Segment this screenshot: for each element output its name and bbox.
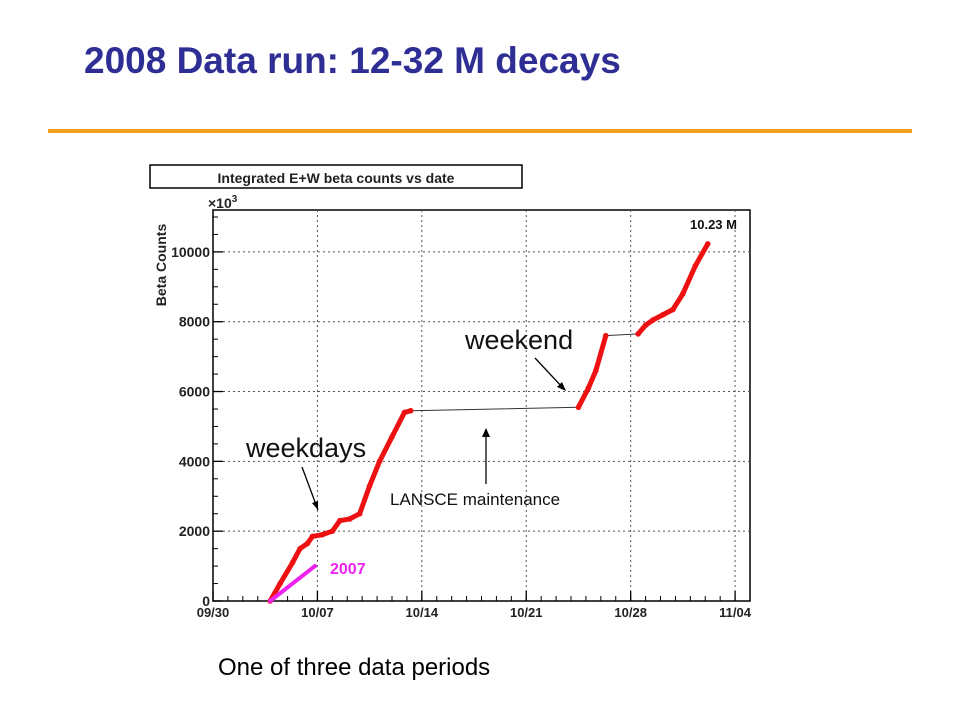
data-point bbox=[650, 317, 656, 323]
count-segment bbox=[680, 263, 698, 297]
y-tick-label: 10000 bbox=[171, 244, 210, 260]
count-segment bbox=[670, 291, 686, 312]
data-point bbox=[704, 241, 711, 247]
x-tick-label: 11/04 bbox=[719, 605, 752, 620]
x-tick-label: 09/30 bbox=[197, 605, 230, 620]
data-point bbox=[277, 580, 283, 587]
y-axis-label: Beta Counts bbox=[153, 224, 169, 307]
x-tick-label: 10/07 bbox=[301, 605, 334, 620]
count-segment bbox=[377, 434, 395, 464]
data-point bbox=[635, 331, 641, 337]
data-point bbox=[642, 322, 649, 329]
data-point bbox=[593, 367, 599, 374]
x-tick-labels: 09/30 10/07 10/14 10/21 10/28 11/04 bbox=[197, 605, 752, 620]
count-segment bbox=[367, 458, 383, 489]
series-2007-line bbox=[268, 564, 317, 603]
weekend-arrowhead bbox=[557, 382, 566, 391]
count-segment bbox=[277, 560, 296, 587]
data-point bbox=[575, 404, 582, 411]
data-point bbox=[376, 458, 383, 465]
chart-title: Integrated E+W beta counts vs date bbox=[218, 170, 455, 186]
x-tick-label: 10/21 bbox=[510, 605, 543, 620]
data-point bbox=[319, 531, 326, 538]
flat-gap-segment bbox=[410, 406, 579, 412]
axis-ticks bbox=[212, 216, 751, 602]
data-point bbox=[346, 516, 353, 522]
data-point bbox=[297, 545, 303, 552]
total-label: 10.23 M bbox=[690, 217, 737, 232]
y-tick-labels: 0 2000 4000 6000 8000 10000 bbox=[171, 244, 210, 609]
data-point bbox=[289, 559, 296, 566]
data-point bbox=[389, 434, 395, 440]
data-point bbox=[366, 482, 373, 489]
data-point bbox=[336, 517, 343, 524]
weekend-label: weekend bbox=[464, 325, 573, 355]
data-point bbox=[670, 306, 676, 313]
maintenance-arrowhead bbox=[482, 428, 490, 437]
data-point bbox=[309, 533, 316, 540]
x-tick-label: 10/14 bbox=[406, 605, 439, 620]
y-tick-label: 2000 bbox=[179, 523, 210, 539]
label-2007: 2007 bbox=[330, 561, 366, 578]
count-segment bbox=[389, 409, 407, 440]
chart-svg: Integrated E+W beta counts vs date 0 2000… bbox=[149, 164, 752, 620]
y-tick-label: 0 bbox=[202, 593, 210, 609]
data-point bbox=[585, 385, 592, 391]
data-point bbox=[680, 290, 686, 297]
count-segment bbox=[593, 333, 609, 374]
weekend-arrow bbox=[534, 357, 565, 390]
count-segment bbox=[692, 241, 711, 269]
data-point bbox=[304, 540, 311, 547]
slide-title: 2008 Data run: 12-32 M decays bbox=[84, 40, 621, 81]
y-multiplier: ×103 bbox=[208, 194, 238, 211]
weekdays-label: weekdays bbox=[245, 433, 366, 463]
slide-caption: One of three data periods bbox=[218, 654, 491, 681]
data-point bbox=[603, 332, 609, 339]
y-tick-label: 4000 bbox=[179, 453, 210, 469]
data-point bbox=[407, 407, 414, 414]
chart-title-box bbox=[149, 164, 523, 189]
weekdays-arrowhead bbox=[312, 501, 318, 510]
data-point bbox=[329, 528, 336, 534]
plot-frame bbox=[212, 209, 751, 602]
data-point bbox=[660, 311, 666, 318]
count-segment bbox=[357, 483, 373, 517]
title-divider bbox=[48, 129, 912, 133]
data-point bbox=[401, 409, 408, 416]
x-tick-label: 10/28 bbox=[614, 605, 647, 620]
annotations: 10.23 M weekdays weekend LANSCE maintena… bbox=[245, 217, 737, 578]
series-layer bbox=[267, 241, 711, 604]
count-segment bbox=[575, 385, 591, 410]
count-segment bbox=[585, 368, 599, 391]
series-2007-point bbox=[268, 599, 273, 603]
series-2007-point bbox=[312, 564, 317, 569]
data-point bbox=[356, 510, 363, 517]
maintenance-label: LANSCE maintenance bbox=[390, 490, 560, 509]
beta-counts-chart: Integrated E+W beta counts vs date 0 2000… bbox=[140, 160, 760, 630]
data-point bbox=[692, 263, 699, 269]
flat-gap-segment bbox=[605, 333, 639, 337]
y-tick-label: 8000 bbox=[179, 314, 210, 330]
y-tick-label: 6000 bbox=[179, 384, 210, 400]
